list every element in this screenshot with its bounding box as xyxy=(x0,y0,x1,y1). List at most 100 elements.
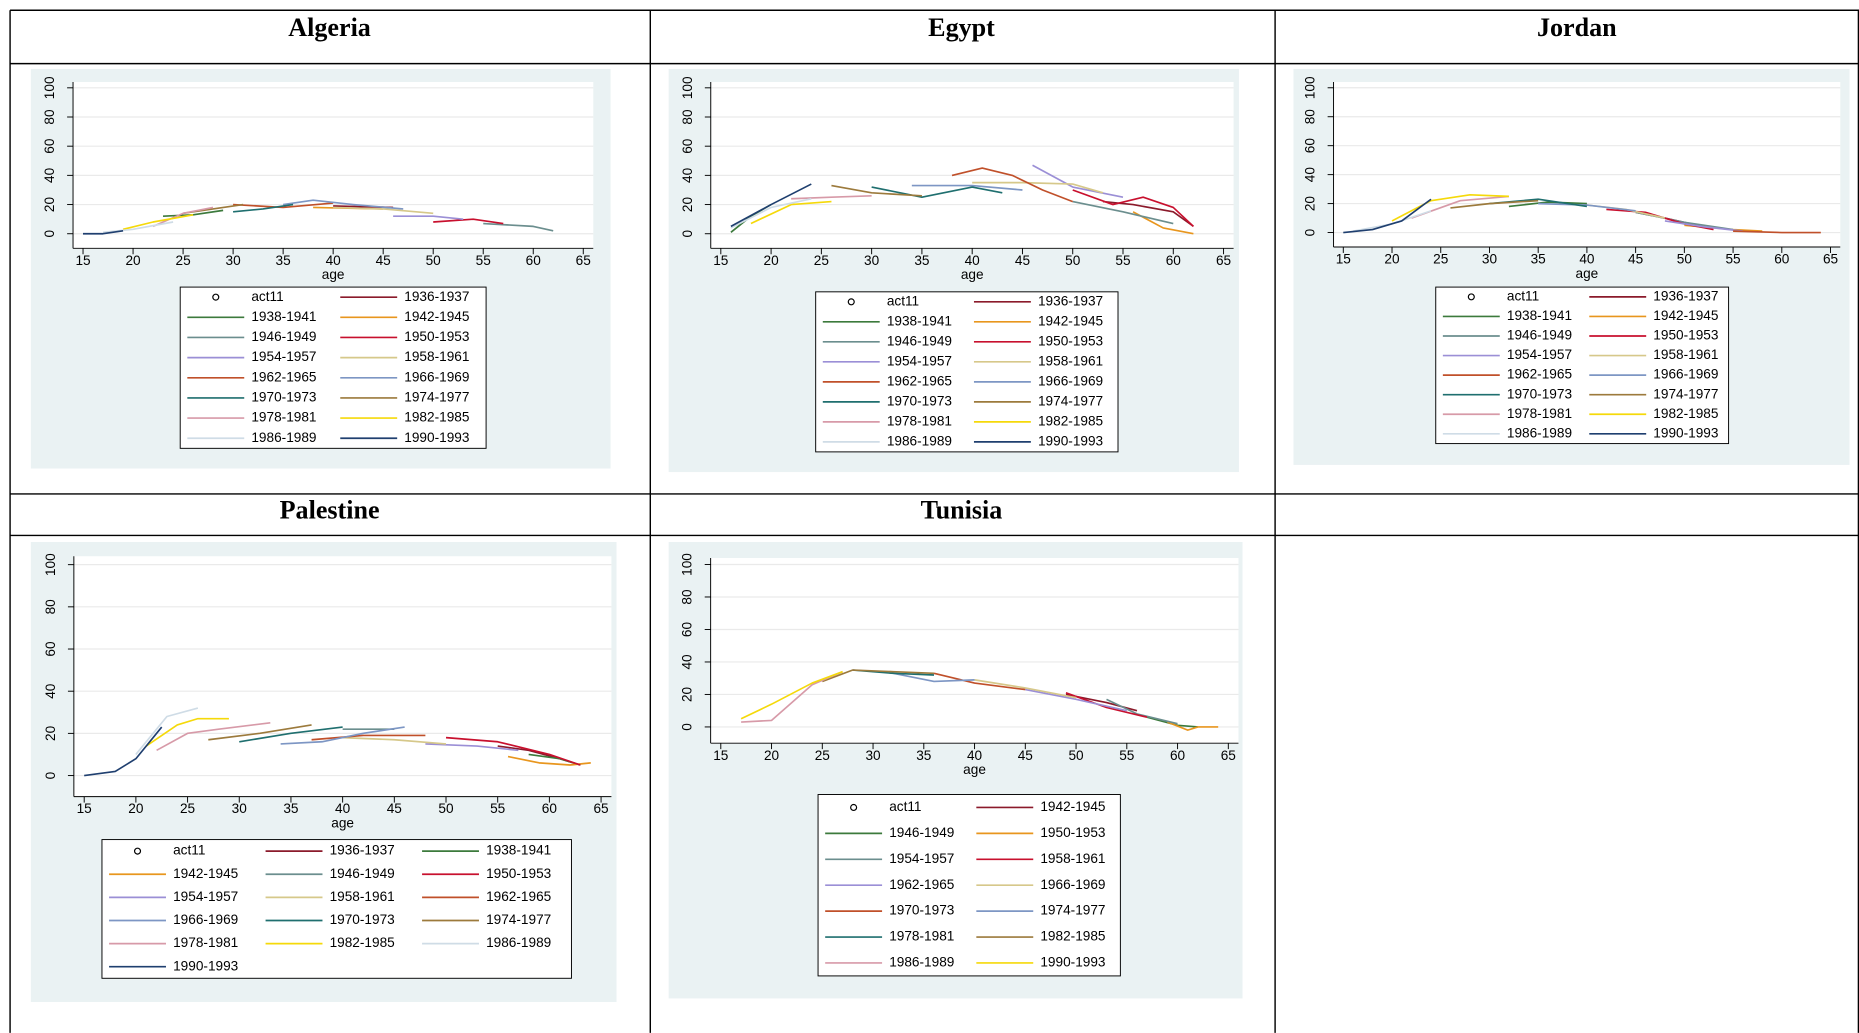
series-line xyxy=(1072,189,1194,227)
chart-title: Palestine xyxy=(280,495,380,524)
legend-box xyxy=(815,291,1119,453)
x-axis-label: age xyxy=(961,267,984,282)
legend-label: act11 xyxy=(1507,288,1539,303)
x-tick-label: 15 xyxy=(1336,252,1351,267)
series-line xyxy=(1025,688,1127,712)
legend-label: 1982-1985 xyxy=(1653,406,1718,421)
series-line xyxy=(1733,230,1821,234)
legend-box xyxy=(179,286,487,449)
x-axis-label: age xyxy=(963,762,986,777)
y-tick-label: 40 xyxy=(1303,167,1318,183)
series-line xyxy=(1072,200,1174,225)
legend-label: 1954-1957 xyxy=(173,889,238,904)
x-tick-label: 30 xyxy=(864,253,880,268)
x-tick-label: 45 xyxy=(376,253,391,268)
legend-label: 1942-1945 xyxy=(1038,313,1103,328)
series-line xyxy=(871,186,1003,199)
x-tick-label: 40 xyxy=(967,748,983,763)
y-tick-label: 20 xyxy=(43,725,58,741)
legend-label: 1950-1953 xyxy=(1040,825,1105,840)
legend-label: 1974-1977 xyxy=(1040,903,1105,918)
series-line xyxy=(974,679,1077,699)
legend-label: 1936-1937 xyxy=(330,843,395,858)
legend-label: act11 xyxy=(173,843,205,858)
legend-label: 1936-1937 xyxy=(404,289,469,304)
x-tick-label: 25 xyxy=(814,253,829,268)
legend-marker xyxy=(212,293,220,301)
y-tick-label: 40 xyxy=(680,167,695,183)
chart-title: Tunisia xyxy=(921,495,1003,524)
legend-label: 1978-1981 xyxy=(173,935,238,950)
legend-label: 1986-1989 xyxy=(486,935,551,950)
series-line xyxy=(1167,721,1219,731)
x-tick-label: 30 xyxy=(1482,252,1498,267)
y-tick-label: 40 xyxy=(42,167,57,183)
legend-label: act11 xyxy=(889,799,921,814)
legend-box xyxy=(1435,286,1730,445)
legend-label: 1936-1937 xyxy=(1038,293,1103,308)
series-line xyxy=(152,206,214,228)
y-tick-label: 20 xyxy=(680,686,695,702)
legend-label: 1936-1937 xyxy=(1653,288,1718,303)
legend-box xyxy=(101,839,572,979)
legend-label: 1974-1977 xyxy=(486,912,551,927)
legend-label: 1978-1981 xyxy=(251,410,316,425)
legend-label: 1942-1945 xyxy=(1040,799,1105,814)
series-line xyxy=(233,202,334,209)
legend-label: 1966-1969 xyxy=(404,369,469,384)
legend-label: act11 xyxy=(251,289,283,304)
x-tick-label: 60 xyxy=(542,801,558,816)
legend-label: 1962-1965 xyxy=(887,373,952,388)
x-tick-label: 55 xyxy=(476,253,491,268)
series-line xyxy=(282,199,404,210)
series-line xyxy=(233,203,294,213)
legend-label: 1974-1977 xyxy=(404,390,469,405)
y-tick-label: 60 xyxy=(680,621,695,637)
series-line xyxy=(972,181,1104,194)
legend-label: 1950-1953 xyxy=(404,329,469,344)
chart-title: Algeria xyxy=(288,13,371,42)
x-tick-label: 30 xyxy=(226,253,242,268)
plot-area xyxy=(710,557,1239,744)
x-tick-label: 45 xyxy=(1628,252,1643,267)
legend-label: 1938-1941 xyxy=(251,309,316,324)
series-line xyxy=(740,670,843,720)
legend-label: 1966-1969 xyxy=(1038,373,1103,388)
x-tick-label: 45 xyxy=(387,801,402,816)
legend-label: 1958-1961 xyxy=(1040,851,1105,866)
x-tick-label: 60 xyxy=(1774,252,1790,267)
legend-label: 1954-1957 xyxy=(1507,347,1572,362)
legend-label: 1942-1945 xyxy=(1653,308,1718,323)
legend-label: 1978-1981 xyxy=(889,929,954,944)
legend-label: 1990-1993 xyxy=(1653,425,1718,440)
x-tick-label: 45 xyxy=(1015,253,1030,268)
x-tick-label: 25 xyxy=(1433,252,1448,267)
y-tick-label: 20 xyxy=(42,197,57,213)
legend-label: 1986-1989 xyxy=(887,433,952,448)
y-tick-label: 80 xyxy=(680,589,695,605)
legend-label: 1958-1961 xyxy=(1038,353,1103,368)
legend-label: 1982-1985 xyxy=(330,935,395,950)
series-line xyxy=(280,726,405,745)
series-line xyxy=(730,197,812,229)
series-line xyxy=(156,721,271,752)
y-tick-label: 0 xyxy=(680,230,695,238)
series-line xyxy=(333,206,434,215)
legend-label: 1986-1989 xyxy=(251,430,316,445)
legend-label: 1978-1981 xyxy=(1507,406,1572,421)
legend-label: 1982-1985 xyxy=(1038,413,1103,428)
y-tick-label: 60 xyxy=(42,138,57,154)
legend-label: 1962-1965 xyxy=(251,369,316,384)
legend-label: 1966-1969 xyxy=(173,912,238,927)
x-tick-label: 60 xyxy=(1170,748,1186,763)
y-tick-label: 100 xyxy=(680,76,695,99)
series-line xyxy=(135,707,199,755)
legend-label: 1946-1949 xyxy=(887,333,952,348)
y-tick-label: 20 xyxy=(680,197,695,213)
y-tick-label: 60 xyxy=(680,138,695,154)
legend-label: 1958-1961 xyxy=(330,889,395,904)
y-tick-label: 60 xyxy=(43,641,58,657)
series-line xyxy=(911,184,1023,191)
series-line xyxy=(1508,201,1587,208)
legend-marker xyxy=(133,847,142,855)
